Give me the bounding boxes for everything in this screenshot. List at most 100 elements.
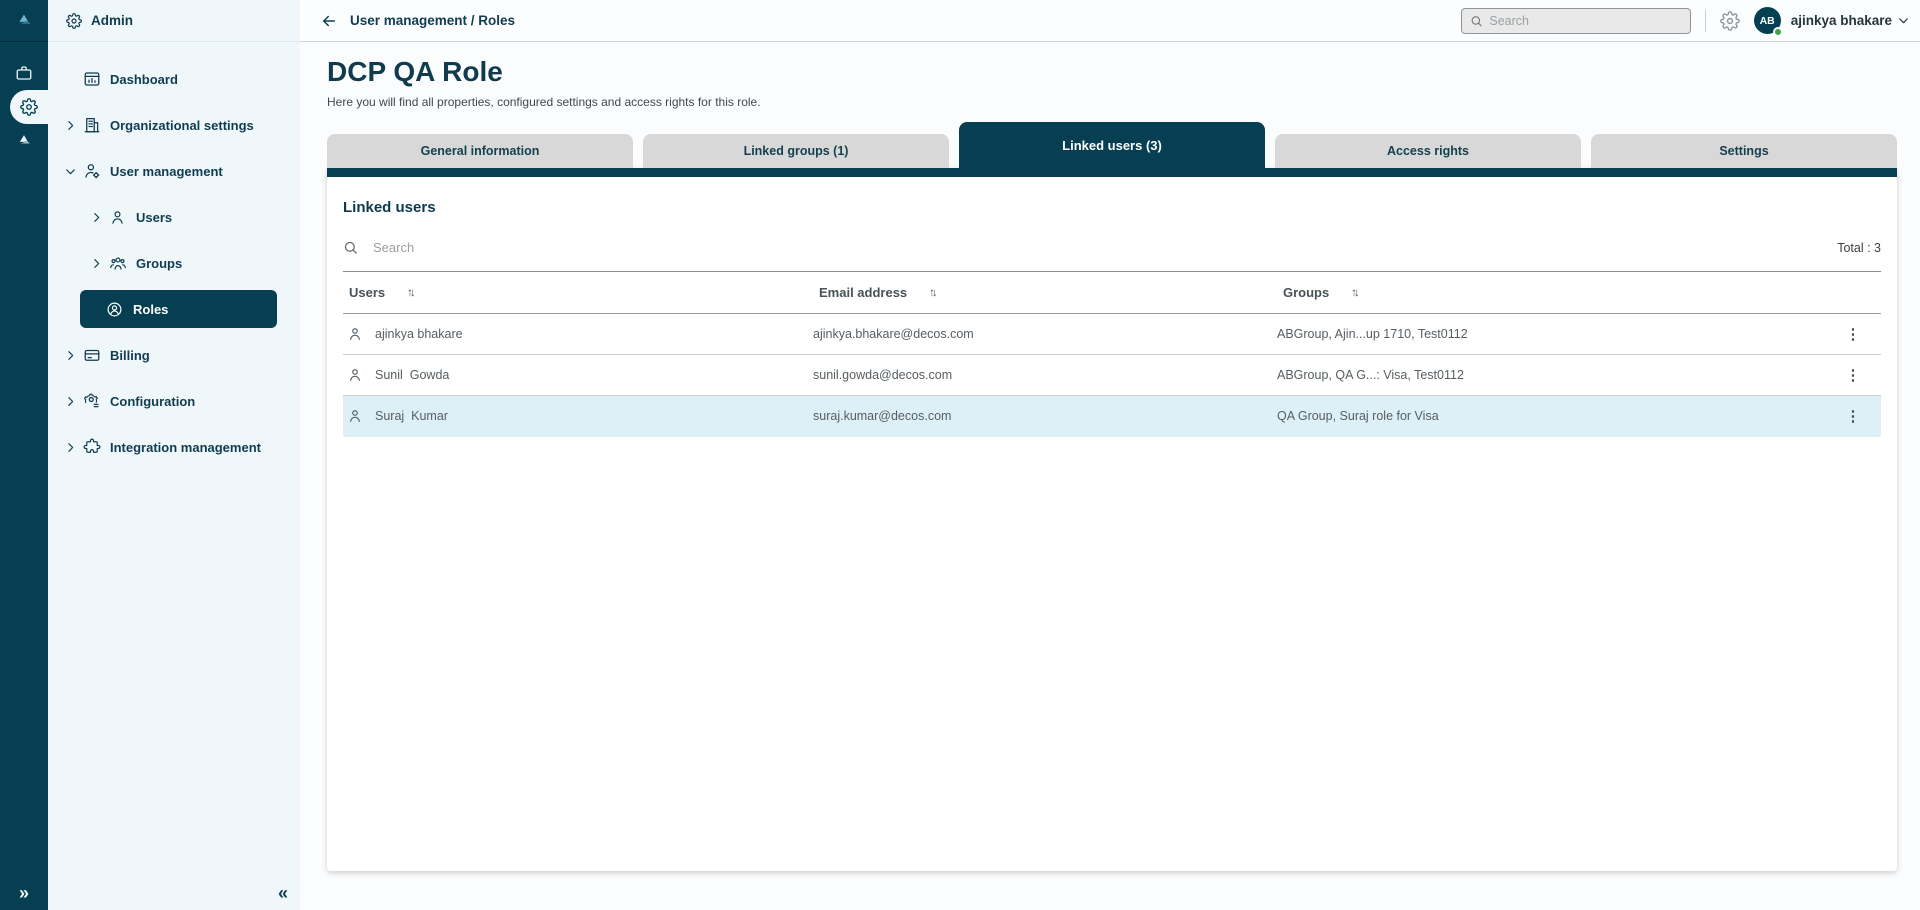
global-search-input[interactable]: [1489, 13, 1682, 28]
sidebar: Admin Dashboard Organizational settings: [48, 0, 300, 910]
table-row[interactable]: Sunil Gowda sunil.gowda@decos.com ABGrou…: [343, 355, 1881, 396]
sidebar-item-configuration[interactable]: Configuration: [48, 378, 300, 424]
chevron-right-icon: [64, 441, 83, 454]
row-menu-kebab-icon[interactable]: ⋮: [1845, 326, 1861, 343]
tab-linked-users[interactable]: Linked users (3): [959, 122, 1265, 168]
credit-card-icon: [83, 346, 110, 364]
user-icon: [347, 326, 363, 342]
sidebar-item-label: User management: [110, 163, 223, 179]
panel-heading: Linked users: [343, 199, 436, 216]
chevron-down-icon[interactable]: [1897, 14, 1910, 27]
sidebar-item-integration-management[interactable]: Integration management: [48, 424, 300, 470]
user-icon: [109, 209, 136, 226]
configuration-gear-icon: [83, 392, 110, 410]
app-logo: [0, 0, 48, 42]
role-icon: [106, 301, 133, 318]
sidebar-item-label: Integration management: [110, 439, 261, 455]
building-icon: [83, 116, 110, 134]
row-menu-kebab-icon[interactable]: ⋮: [1845, 367, 1861, 384]
linked-users-panel: Linked users Total : 3 Users ↑↓ Email ad…: [327, 168, 1897, 871]
user-name-cell: Sunil Gowda: [375, 368, 450, 382]
sidebar-item-label: Billing: [110, 347, 150, 363]
sort-icon[interactable]: ↑↓: [1351, 286, 1359, 299]
sidebar-items: Dashboard Organizational settings User: [48, 42, 300, 470]
tab-general-information[interactable]: General information: [327, 134, 633, 168]
back-arrow-icon: [323, 15, 335, 26]
sidebar-item-billing[interactable]: Billing: [48, 332, 300, 378]
rail-item-documents[interactable]: [0, 124, 48, 158]
rail-item-admin[interactable]: [10, 90, 48, 124]
sort-icon[interactable]: ↑↓: [929, 286, 937, 299]
page-title: DCP QA Role: [327, 56, 503, 87]
sidebar-collapse-button[interactable]: «: [277, 883, 288, 903]
table-header: Users ↑↓ Email address ↑↓ Groups ↑↓: [343, 272, 1881, 314]
sidebar-item-organizational-settings[interactable]: Organizational settings: [48, 102, 300, 148]
row-menu-kebab-icon[interactable]: ⋮: [1845, 408, 1861, 425]
user-icon: [347, 367, 363, 383]
user-name[interactable]: ajinkya bhakare: [1790, 13, 1892, 28]
sort-icon[interactable]: ↑↓: [407, 286, 415, 299]
tab-settings[interactable]: Settings: [1591, 134, 1897, 168]
breadcrumb[interactable]: User management / Roles: [350, 13, 516, 28]
topbar: User management / Roles AB aji: [300, 0, 1920, 42]
chevron-down-icon: [64, 165, 83, 178]
tab-linked-groups[interactable]: Linked groups (1): [643, 134, 949, 168]
user-group-icon: [109, 254, 136, 272]
chevron-right-icon: [90, 211, 109, 224]
avatar-initials: AB: [1759, 14, 1775, 27]
groups-cell: ABGroup, Ajin...up 1710, Test0112: [1277, 327, 1468, 341]
user-name-cell: Suraj Kumar: [375, 409, 448, 423]
sidebar-item-groups[interactable]: Groups: [48, 240, 300, 286]
sidebar-item-roles[interactable]: Roles: [80, 290, 277, 328]
online-status-dot: [1772, 27, 1783, 37]
table-row-selected[interactable]: Suraj Kumar suraj.kumar@decos.com QA Gro…: [343, 396, 1881, 437]
search-icon: [344, 241, 357, 254]
topbar-divider: [1704, 9, 1706, 32]
column-header-groups[interactable]: Groups: [1283, 285, 1330, 300]
gear-icon: [1719, 10, 1740, 31]
avatar[interactable]: AB: [1753, 7, 1783, 37]
table-search-row: Total : 3: [343, 224, 1881, 272]
rail-item-workspace[interactable]: [0, 56, 48, 90]
settings-gear-button[interactable]: [1719, 10, 1740, 31]
logo-icon: [19, 14, 31, 24]
table-row[interactable]: ajinkya bhakare ajinkya.bhakare@decos.co…: [343, 314, 1881, 355]
chevron-right-icon: [90, 257, 109, 270]
column-header-email[interactable]: Email address: [819, 285, 908, 300]
sidebar-item-dashboard[interactable]: Dashboard: [48, 56, 300, 102]
groups-cell: ABGroup, QA G...: Visa, Test0112: [1277, 368, 1464, 382]
back-button[interactable]: [320, 12, 338, 30]
global-search: [1460, 7, 1691, 34]
email-cell: sunil.gowda@decos.com: [813, 368, 953, 382]
table-search-input[interactable]: [373, 240, 1838, 255]
sidebar-item-users[interactable]: Users: [48, 194, 300, 240]
briefcase-icon: [16, 66, 32, 80]
rail-expand-button[interactable]: »: [0, 883, 48, 904]
total-count: Total : 3: [1837, 240, 1881, 255]
sidebar-item-label: Roles: [133, 301, 169, 317]
puzzle-icon: [83, 438, 110, 456]
email-cell: ajinkya.bhakare@decos.com: [813, 327, 974, 341]
sidebar-header: Admin: [48, 0, 300, 42]
tab-bar: General information Linked groups (1) Li…: [327, 122, 1897, 168]
chevron-right-icon: [64, 349, 83, 362]
tab-access-rights[interactable]: Access rights: [1275, 134, 1581, 168]
user-gear-icon: [83, 162, 110, 180]
docs-logo-icon: [19, 135, 30, 144]
gear-icon: [20, 98, 38, 116]
gear-icon: [66, 12, 82, 29]
groups-cell: QA Group, Suraj role for Visa: [1277, 409, 1439, 423]
chevron-right-icon: [64, 395, 83, 408]
sidebar-item-label: Configuration: [110, 393, 196, 409]
chevron-right-icon: [64, 119, 83, 132]
sidebar-item-label: Groups: [136, 255, 183, 271]
rail-nav: [0, 56, 48, 158]
sidebar-item-label: Dashboard: [110, 71, 178, 87]
sidebar-item-user-management[interactable]: User management: [48, 148, 300, 194]
user-icon: [347, 408, 363, 424]
sidebar-item-label: Users: [136, 209, 173, 225]
page-content: DCP QA Role Here you will find all prope…: [300, 42, 1920, 910]
user-name-cell: ajinkya bhakare: [375, 327, 463, 341]
column-header-users[interactable]: Users: [349, 285, 386, 300]
